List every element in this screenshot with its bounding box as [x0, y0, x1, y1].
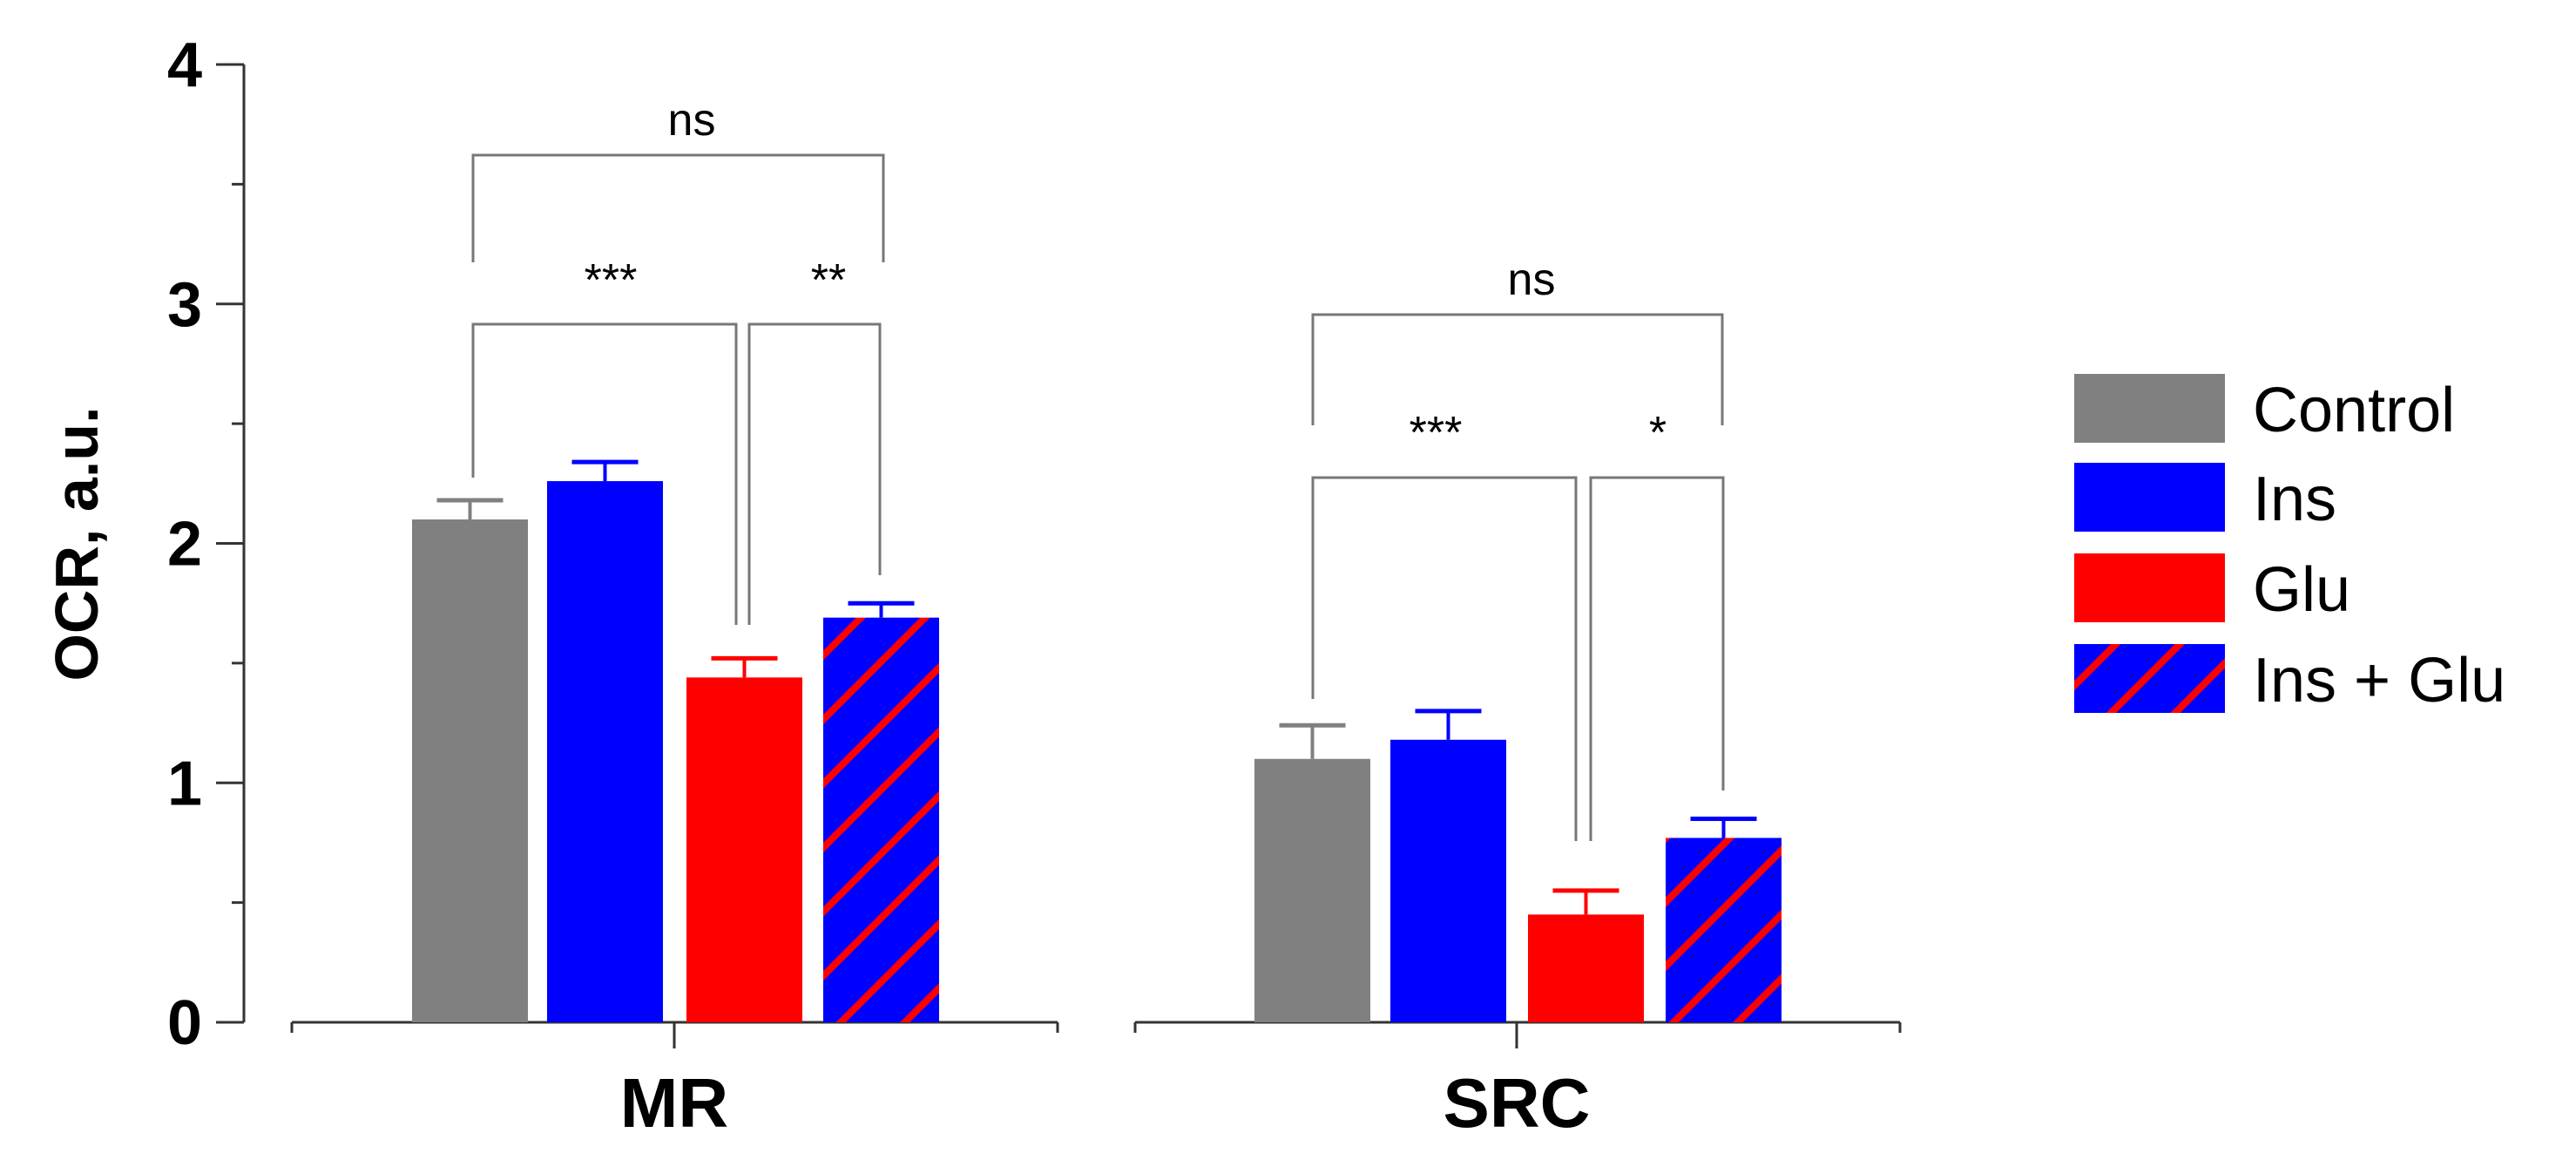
bar-control-mr	[412, 519, 528, 1022]
y-tick-label: 0	[167, 988, 202, 1058]
x-category-label: SRC	[1444, 1064, 1591, 1142]
y-tick-label: 2	[167, 510, 202, 580]
bars	[412, 459, 1782, 1022]
legend-swatch	[2074, 644, 2225, 713]
significance-bracket	[471, 153, 885, 262]
legend-label: Control	[2253, 376, 2455, 445]
significance-label: ns	[1508, 254, 1556, 305]
y-axis-title: OCR, a.u.	[43, 406, 111, 681]
legend: Control Ins Glu Ins + Glu	[2074, 374, 2505, 716]
significance-label: ns	[668, 95, 716, 146]
significance-label: **	[811, 255, 846, 306]
legend-label: Glu	[2253, 555, 2350, 625]
bar-ins-src	[1390, 739, 1506, 1022]
significance-bracket	[1311, 476, 1578, 841]
significance-bracket	[471, 322, 738, 625]
significance-bracket	[1311, 313, 1724, 425]
significance-label: ***	[585, 255, 638, 306]
bar-glu-mr	[686, 677, 802, 1022]
legend-label: Ins	[2253, 465, 2336, 534]
y-tick-label: 3	[167, 270, 202, 340]
y-tick-label: 4	[167, 31, 202, 100]
y-tick-label: 1	[167, 749, 202, 818]
legend-swatch	[2074, 553, 2225, 622]
legend-swatch	[2074, 463, 2225, 532]
legend-label: Ins + Glu	[2253, 646, 2505, 716]
significance-label: *	[1649, 408, 1667, 458]
significance-label: ***	[1410, 408, 1463, 458]
significance-bracket	[747, 322, 882, 625]
bar-glu-src	[1528, 914, 1644, 1022]
bar-control-src	[1254, 758, 1370, 1022]
bar-ins-glu-mr	[823, 617, 939, 1022]
x-category-label: MR	[620, 1064, 728, 1142]
x-axes: MR SRC	[290, 1021, 1902, 1142]
bar-ins-mr	[547, 481, 663, 1022]
bar-ins-glu-src	[1666, 838, 1782, 1022]
legend-swatch	[2074, 374, 2225, 443]
significance-brackets: ns*** ** ns*** *	[471, 95, 1725, 841]
y-axis: 0 1 2 3 4	[167, 31, 246, 1058]
significance-bracket	[1589, 476, 1725, 841]
